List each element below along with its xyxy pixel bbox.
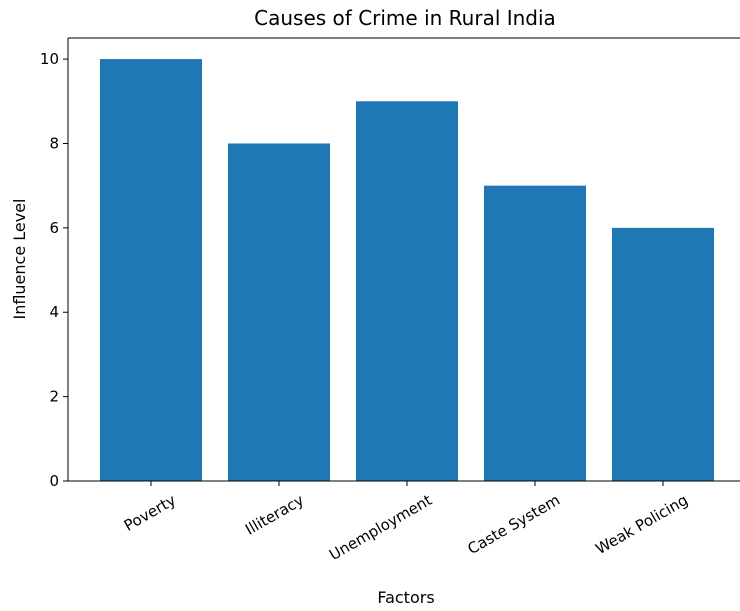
y-tick-label: 4	[49, 303, 59, 321]
x-tick-label: Poverty	[121, 491, 179, 535]
x-axis-label: Factors	[377, 588, 434, 607]
bar-illiteracy	[228, 143, 330, 481]
bar-unemployment	[356, 101, 458, 482]
bar-caste-system	[484, 185, 586, 481]
y-axis-label: Influence Level	[10, 198, 29, 319]
x-tick-label: Weak Policing	[593, 491, 691, 558]
x-tick-label: Caste System	[465, 491, 563, 558]
x-tick-label: Unemployment	[326, 491, 435, 564]
y-tick-label: 10	[40, 50, 59, 68]
y-tick-label: 6	[49, 219, 59, 237]
chart-title: Causes of Crime in Rural India	[254, 6, 556, 30]
bar-poverty	[100, 59, 202, 481]
y-tick-label: 8	[49, 134, 59, 152]
x-tick-label: Illiteracy	[242, 491, 307, 539]
y-tick-label: 2	[49, 388, 59, 406]
bars-group	[100, 59, 714, 482]
y-ticks-group: 0 2 4 6 8 10	[40, 50, 68, 490]
bar-weak-policing	[612, 227, 714, 481]
x-ticks-group: Poverty Illiteracy Unemployment Caste Syste…	[121, 481, 691, 564]
y-tick-label: 0	[49, 472, 59, 490]
